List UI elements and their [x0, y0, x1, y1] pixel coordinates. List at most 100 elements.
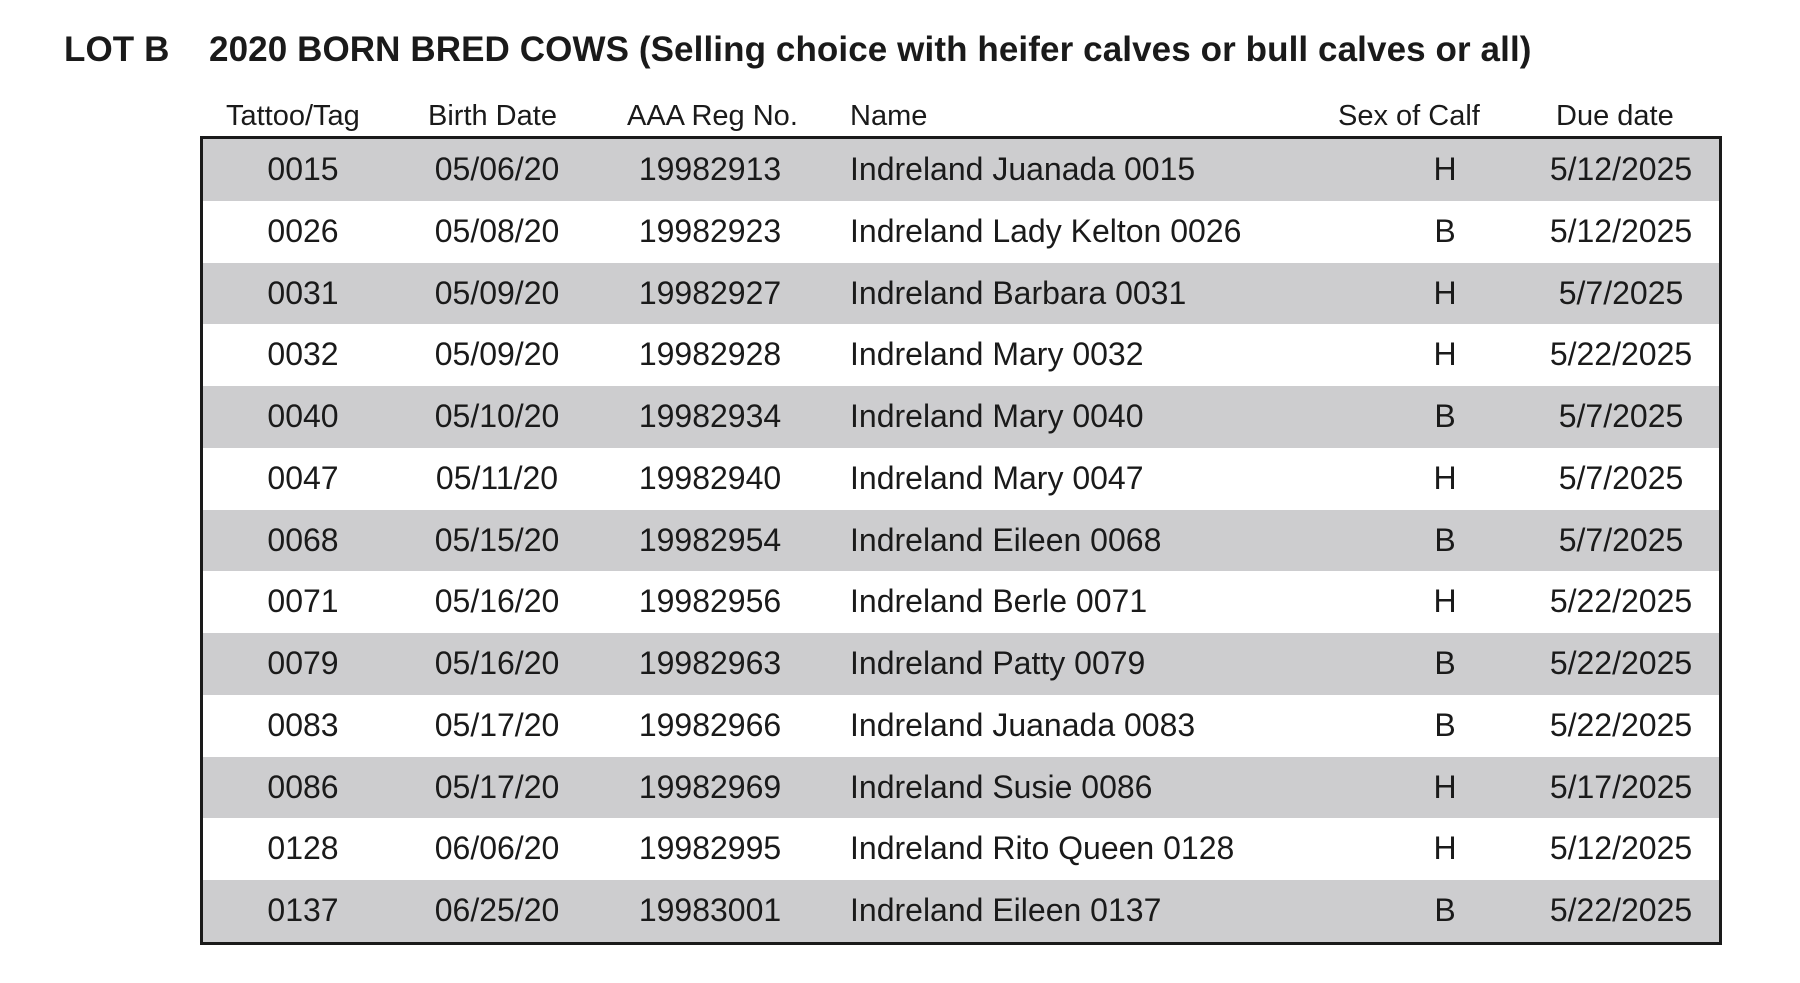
reg-no-cell: 19982954	[638, 521, 782, 558]
sex-of-calf-cell: H	[1433, 583, 1457, 620]
tattoo-tag-cell: 0031	[267, 274, 339, 311]
sex-of-calf-cell: B	[1434, 892, 1456, 929]
reg-no-cell: 19983001	[638, 892, 782, 929]
table-row: 0032 05/09/20 19982928 Indreland Mary 0032 H…	[203, 324, 1719, 387]
table-row: 0128 06/06/20 19982995 Indreland Rito Queen…	[203, 818, 1719, 881]
cow-name-cell: Indreland Mary 0032	[850, 336, 1144, 373]
sex-of-calf-cell: H	[1433, 459, 1457, 496]
due-date-cell: 5/22/2025	[1549, 645, 1693, 682]
reg-no-cell: 19982934	[638, 398, 782, 435]
birth-date-cell: 05/09/20	[434, 274, 560, 311]
due-date-cell: 5/7/2025	[1558, 459, 1684, 496]
header-tattoo-tag: Tattoo/Tag	[226, 100, 360, 132]
table-row: 0083 05/17/20 19982966 Indreland Juanada 00…	[203, 694, 1719, 757]
table-row: 0047 05/11/20 19982940 Indreland Mary 0047 H…	[203, 447, 1719, 510]
reg-no-cell: 19982995	[638, 830, 782, 867]
birth-date-cell: 05/11/20	[435, 459, 559, 496]
reg-no-cell: 19982928	[638, 336, 782, 373]
due-date-cell: 5/22/2025	[1549, 706, 1693, 743]
due-date-cell: 5/12/2025	[1549, 830, 1693, 867]
sex-of-calf-cell: B	[1434, 521, 1456, 558]
lot-description: 2020 BORN BRED COWS (Selling choice with…	[209, 30, 1532, 69]
due-date-cell: 5/22/2025	[1549, 892, 1693, 929]
sex-of-calf-cell: B	[1434, 212, 1456, 249]
header-birth-date: Birth Date	[428, 100, 557, 132]
tattoo-tag-cell: 0026	[267, 212, 339, 249]
reg-no-cell: 19982927	[638, 274, 782, 311]
table-header: Tattoo/Tag Birth Date AAA Reg No. Name S…	[200, 100, 1720, 136]
table-row: 0015 05/06/20 19982913 Indreland Juanada 00…	[203, 139, 1719, 201]
reg-no-cell: 19982969	[638, 768, 782, 805]
table-row: 0040 05/10/20 19982934 Indreland Mary 0040 B…	[203, 386, 1719, 448]
cow-name-cell: Indreland Berle 0071	[850, 583, 1148, 620]
header-name: Name	[850, 100, 928, 132]
cow-name-cell: Indreland Patty 0079	[850, 645, 1146, 682]
cow-name-cell: Indreland Mary 0040	[850, 398, 1144, 435]
birth-date-cell: 06/06/20	[434, 830, 560, 867]
tattoo-tag-cell: 0071	[267, 583, 339, 620]
due-date-cell: 5/12/2025	[1549, 212, 1693, 249]
cow-name-cell: Indreland Juanada 0083	[850, 706, 1196, 743]
reg-no-cell: 19982963	[638, 645, 782, 682]
sex-of-calf-cell: H	[1433, 830, 1457, 867]
tattoo-tag-cell: 0047	[267, 459, 339, 496]
birth-date-cell: 05/09/20	[434, 336, 560, 373]
tattoo-tag-cell: 0068	[267, 521, 339, 558]
reg-no-cell: 19982913	[638, 151, 782, 187]
due-date-cell: 5/7/2025	[1558, 274, 1684, 311]
birth-date-cell: 05/08/20	[434, 212, 560, 249]
reg-no-cell: 19982940	[638, 459, 782, 496]
table-row: 0079 05/16/20 19982963 Indreland Patty 0079…	[203, 633, 1719, 695]
sex-of-calf-cell: H	[1433, 274, 1457, 311]
birth-date-cell: 05/16/20	[434, 583, 560, 620]
birth-date-cell: 05/06/20	[434, 151, 560, 187]
table-row: 0068 05/15/20 19982954 Indreland Eileen 006…	[203, 509, 1719, 572]
cow-name-cell: Indreland Mary 0047	[850, 459, 1144, 496]
sex-of-calf-cell: B	[1434, 398, 1456, 435]
cow-name-cell: Indreland Lady Kelton 0026	[850, 212, 1242, 249]
tattoo-tag-cell: 0086	[267, 768, 339, 805]
due-date-cell: 5/22/2025	[1549, 336, 1693, 373]
sex-of-calf-cell: B	[1434, 706, 1456, 743]
sex-of-calf-cell: H	[1433, 151, 1457, 187]
cow-name-cell: Indreland Susie 0086	[850, 768, 1153, 805]
cow-name-cell: Indreland Barbara 0031	[850, 274, 1187, 311]
birth-date-cell: 05/17/20	[434, 768, 560, 805]
cow-name-cell: Indreland Rito Queen 0128	[850, 830, 1235, 867]
header-due-date: Due date	[1556, 100, 1674, 132]
table-row: 0031 05/09/20 19982927 Indreland Barbara 00…	[203, 262, 1719, 325]
birth-date-cell: 05/16/20	[434, 645, 560, 682]
due-date-cell: 5/22/2025	[1549, 583, 1693, 620]
tattoo-tag-cell: 0083	[267, 706, 339, 743]
tattoo-tag-cell: 0128	[267, 830, 339, 867]
birth-date-cell: 05/17/20	[434, 706, 560, 743]
sex-of-calf-cell: H	[1433, 336, 1457, 373]
due-date-cell: 5/7/2025	[1558, 398, 1684, 435]
tattoo-tag-cell: 0032	[267, 336, 339, 373]
lot-label: LOT B	[64, 30, 170, 69]
tattoo-tag-cell: 0079	[267, 645, 339, 682]
birth-date-cell: 06/25/20	[434, 892, 560, 929]
table-row: 0137 06/25/20 19983001 Indreland Eileen 013…	[203, 880, 1719, 942]
due-date-cell: 5/17/2025	[1549, 768, 1693, 805]
birth-date-cell: 05/15/20	[434, 521, 560, 558]
tattoo-tag-cell: 0015	[267, 151, 339, 187]
reg-no-cell: 19982923	[638, 212, 782, 249]
cow-name-cell: Indreland Eileen 0137	[850, 892, 1162, 929]
cow-name-cell: Indreland Juanada 0015	[850, 151, 1196, 187]
birth-date-cell: 05/10/20	[434, 398, 560, 435]
reg-no-cell: 19982966	[638, 706, 782, 743]
header-reg-no: AAA Reg No.	[627, 100, 798, 132]
cow-name-cell: Indreland Eileen 0068	[850, 521, 1162, 558]
table-row: 0086 05/17/20 19982969 Indreland Susie 0086…	[203, 756, 1719, 819]
tattoo-tag-cell: 0040	[267, 398, 339, 435]
lot-title: LOT B 2020 BORN BRED COWS (Selling choice…	[64, 30, 1532, 70]
due-date-cell: 5/12/2025	[1549, 151, 1693, 187]
tattoo-tag-cell: 0137	[267, 892, 339, 929]
header-sex-of-calf: Sex of Calf	[1338, 100, 1480, 132]
table-row: 0071 05/16/20 19982956 Indreland Berle 0071…	[203, 571, 1719, 634]
table-row: 0026 05/08/20 19982923 Indreland Lady Kelto…	[203, 200, 1719, 263]
sex-of-calf-cell: B	[1434, 645, 1456, 682]
cow-table: 0015 05/06/20 19982913 Indreland Juanada 00…	[200, 136, 1722, 945]
reg-no-cell: 19982956	[638, 583, 782, 620]
